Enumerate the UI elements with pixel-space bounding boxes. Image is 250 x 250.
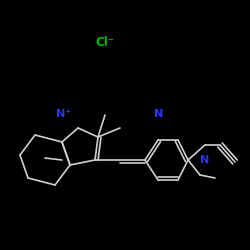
Text: N: N <box>154 109 164 119</box>
Text: N⁺: N⁺ <box>56 109 71 119</box>
Text: N: N <box>200 155 209 165</box>
Text: Cl⁻: Cl⁻ <box>96 36 114 49</box>
